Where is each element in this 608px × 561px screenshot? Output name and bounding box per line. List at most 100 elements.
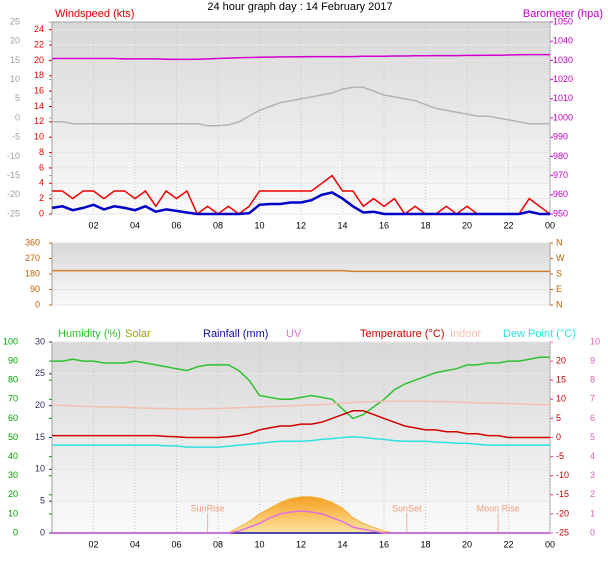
y-tick-label: 50: [8, 432, 18, 442]
y-tick-label: 0: [13, 527, 18, 537]
y-tick-label: 0: [556, 432, 561, 442]
line: [51, 191, 550, 216]
y-tick-label: 25: [35, 368, 45, 378]
y-tick-label: 4: [590, 451, 595, 461]
y-tick-label: 5: [556, 413, 561, 423]
annotation: SunSet: [392, 503, 422, 513]
legend-entry: Rainfall (mm): [203, 328, 268, 340]
y-tick-label: W: [556, 253, 565, 263]
x-tick-label: 20: [462, 220, 472, 230]
y-tick-label: -5: [12, 132, 20, 142]
y-tick-label: 20: [10, 36, 20, 46]
line: [51, 400, 551, 410]
x-tick-label: 16: [379, 220, 389, 230]
line: [52, 435, 550, 448]
y-tick-label: N: [556, 299, 563, 309]
y-tick-label: 18: [34, 70, 44, 80]
annotation: SunRise: [191, 503, 225, 513]
y-tick-label: 2: [39, 193, 44, 203]
x-tick-label: 08: [213, 539, 223, 549]
y-tick-label: -15: [7, 170, 20, 180]
line: [52, 86, 550, 127]
legend-entry: Temperature (°C): [360, 328, 444, 340]
y-tick-label: 950: [553, 208, 568, 218]
x-tick-label: 00: [545, 539, 555, 549]
x-tick-label: 18: [420, 220, 430, 230]
x-tick-label: 18: [420, 539, 430, 549]
y-tick-label: 1040: [553, 36, 573, 46]
y-tick-label: 20: [556, 355, 566, 365]
y-tick-label: 40: [8, 451, 18, 461]
y-tick-label: 7: [590, 394, 595, 404]
y-tick-label: 30: [35, 336, 45, 346]
x-tick-label: 02: [88, 539, 98, 549]
y-tick-label: 360: [25, 237, 40, 247]
y-tick-label: 6: [39, 162, 44, 172]
y-tick-label: 1000: [553, 112, 573, 122]
y-tick-label: -5: [556, 451, 564, 461]
chart-title: 24 hour graph day : 14 February 2017: [207, 1, 392, 13]
annotation: Moon Rise: [477, 503, 520, 513]
y-tick-label: 12: [34, 116, 44, 126]
y-tick-label: -10: [556, 470, 569, 480]
y-tick-label: 10: [35, 464, 45, 474]
y-tick-label: 0: [40, 527, 45, 537]
line: [52, 269, 550, 273]
y-tick-label: 70: [8, 394, 18, 404]
y-tick-label: 1: [590, 508, 595, 518]
y-tick-label: 22: [34, 39, 44, 49]
y-tick-label: 10: [8, 508, 18, 518]
x-tick-label: 06: [171, 539, 181, 549]
y-tick-label: 980: [553, 151, 568, 161]
axis-label: Barometer (hpa): [523, 8, 603, 20]
y-tick-label: 5: [40, 496, 45, 506]
y-tick-label: -25: [7, 208, 20, 218]
y-tick-label: 8: [39, 147, 44, 157]
y-tick-label: 8: [590, 375, 595, 385]
y-tick-label: 270: [25, 253, 40, 263]
y-tick-label: -20: [7, 189, 20, 199]
x-tick-label: 08: [213, 220, 223, 230]
y-tick-label: 990: [553, 132, 568, 142]
y-tick-label: S: [556, 268, 562, 278]
y-tick-label: 9: [590, 355, 595, 365]
x-tick-label: 10: [254, 539, 264, 549]
y-tick-label: 5: [15, 93, 20, 103]
y-tick-label: 10: [10, 74, 20, 84]
x-tick-label: 16: [379, 539, 389, 549]
y-tick-label: 10: [556, 394, 566, 404]
y-tick-label: 0: [35, 299, 40, 309]
y-tick-label: 100: [3, 336, 18, 346]
y-tick-label: 0: [590, 527, 595, 537]
y-tick-label: 20: [35, 400, 45, 410]
y-tick-label: 20: [8, 489, 18, 499]
y-tick-label: 15: [35, 432, 45, 442]
y-tick-label: 24: [34, 24, 44, 34]
y-tick-label: 10: [590, 336, 600, 346]
x-tick-label: 04: [130, 220, 140, 230]
y-tick-label: 90: [30, 284, 40, 294]
y-tick-label: 60: [8, 413, 18, 423]
y-tick-label: 1030: [553, 55, 573, 65]
line: [52, 356, 550, 420]
y-tick-label: 15: [10, 55, 20, 65]
line: [52, 410, 550, 439]
x-tick-label: 22: [503, 220, 513, 230]
y-tick-label: 0: [39, 208, 44, 218]
legend-entry: Dew Point (°C): [503, 328, 576, 340]
x-tick-label: 12: [296, 539, 306, 549]
y-tick-label: -15: [556, 489, 569, 499]
y-tick-label: 90: [8, 355, 18, 365]
legend-entry: Solar: [125, 328, 151, 340]
legend-entry: UV: [286, 328, 302, 340]
x-tick-label: 00: [545, 220, 555, 230]
y-tick-label: 1020: [553, 74, 573, 84]
y-tick-label: 25: [10, 16, 20, 26]
y-tick-label: 80: [8, 375, 18, 385]
y-tick-label: 10: [34, 132, 44, 142]
y-tick-label: 1010: [553, 93, 573, 103]
y-tick-label: 14: [34, 101, 44, 111]
y-tick-label: 16: [34, 85, 44, 95]
y-tick-label: 6: [590, 413, 595, 423]
